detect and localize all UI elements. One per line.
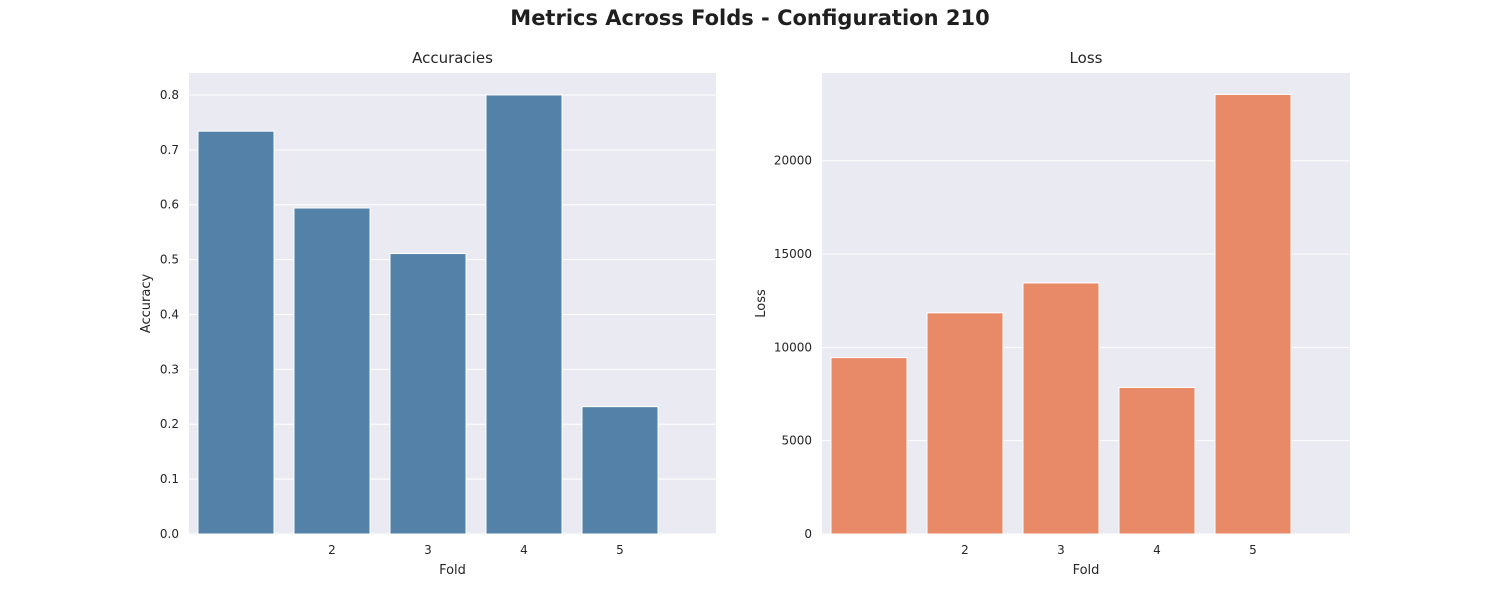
acc-bar bbox=[485, 94, 563, 535]
loss-ytick-label: 5000 bbox=[781, 434, 812, 448]
acc-chart: 0.0 0.1 0.2 0.3 0.4 0.5 0.6 0.7 0.8 2 3 4 5 Accuracie… bbox=[139, 49, 716, 578]
acc-xtick-label: 3 bbox=[424, 543, 432, 557]
loss-bar bbox=[1214, 93, 1292, 535]
acc-xtick-label: 5 bbox=[616, 543, 624, 557]
loss-chart: 0 5000 10000 15000 20000 2 3 4 5 Loss Fold Loss bbox=[754, 49, 1350, 578]
acc-bar bbox=[581, 406, 659, 535]
acc-bar bbox=[197, 130, 275, 535]
loss-xtick-label: 5 bbox=[1249, 543, 1257, 557]
acc-ytick-label: 0.2 bbox=[160, 417, 179, 431]
loss-xtick-label: 4 bbox=[1153, 543, 1161, 557]
loss-subplot-title: Loss bbox=[1070, 49, 1103, 67]
loss-ytick-label: 0 bbox=[804, 527, 812, 541]
loss-ytick-label: 15000 bbox=[774, 247, 812, 261]
loss-bar bbox=[830, 357, 908, 535]
loss-xtick-label: 2 bbox=[961, 543, 969, 557]
loss-y-axis-label: Loss bbox=[754, 289, 769, 318]
figure-title: Metrics Across Folds - Configuration 210 bbox=[510, 6, 990, 30]
loss-x-axis-label: Fold bbox=[1073, 563, 1100, 578]
acc-ytick-label: 0.3 bbox=[160, 362, 179, 376]
acc-ytick-label: 0.8 bbox=[160, 88, 179, 102]
loss-bar bbox=[926, 312, 1004, 535]
loss-ytick-label: 10000 bbox=[774, 340, 812, 354]
loss-xtick-label: 3 bbox=[1057, 543, 1065, 557]
loss-ytick-label: 20000 bbox=[774, 154, 812, 168]
acc-ytick-label: 0.6 bbox=[160, 198, 179, 212]
acc-ytick-label: 0.0 bbox=[160, 527, 179, 541]
acc-ytick-label: 0.5 bbox=[160, 253, 179, 267]
acc-xtick-label: 2 bbox=[328, 543, 336, 557]
acc-y-axis-label: Accuracy bbox=[139, 274, 154, 334]
acc-xtick-label: 4 bbox=[520, 543, 528, 557]
acc-ytick-label: 0.7 bbox=[160, 143, 179, 157]
acc-subplot-title: Accuracies bbox=[412, 49, 493, 67]
acc-bar bbox=[389, 253, 467, 535]
acc-x-axis-label: Fold bbox=[439, 563, 466, 578]
acc-ytick-label: 0.1 bbox=[160, 472, 179, 486]
loss-bar bbox=[1022, 282, 1100, 535]
acc-ytick-label: 0.4 bbox=[160, 307, 179, 321]
acc-bar bbox=[293, 207, 371, 535]
loss-bar bbox=[1118, 386, 1196, 535]
